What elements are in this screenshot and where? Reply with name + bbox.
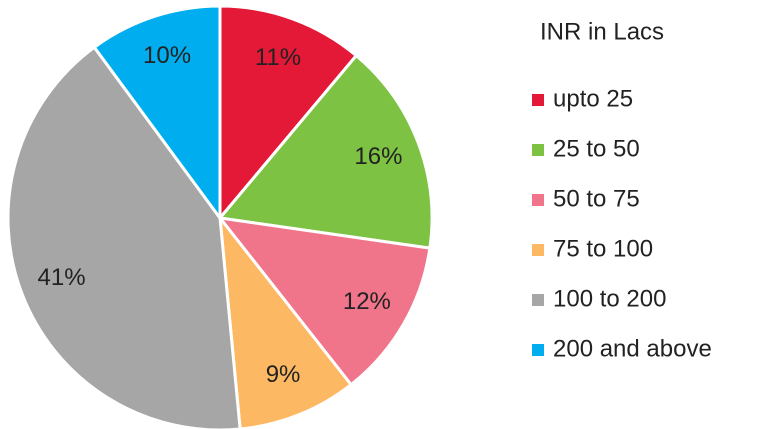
legend-swatch <box>532 144 544 156</box>
legend-swatch <box>532 294 544 306</box>
data-label: 12% <box>343 288 391 315</box>
pie-slice <box>6 45 242 429</box>
pie-slice <box>217 53 434 250</box>
legend-swatch <box>532 94 544 106</box>
data-label: 11% <box>255 44 301 71</box>
legend-swatch <box>532 344 544 356</box>
pie-slice <box>218 4 359 223</box>
pie-slice <box>216 215 432 387</box>
data-label: 9% <box>266 361 301 388</box>
data-label: 41% <box>38 264 86 291</box>
legend-label: 75 to 100 <box>553 235 653 262</box>
data-label: 16% <box>354 143 402 170</box>
legend-label: 50 to 75 <box>553 185 640 212</box>
legend-swatch <box>532 194 544 206</box>
data-label: 10% <box>143 42 191 69</box>
legend-title: INR in Lacs <box>540 18 664 45</box>
legend-swatch <box>532 244 544 256</box>
legend-label: 25 to 50 <box>553 135 640 162</box>
pie-slice <box>92 4 222 223</box>
legend-label: 200 and above <box>553 335 712 362</box>
legend-label: 100 to 200 <box>553 285 666 312</box>
legend-label: upto 25 <box>553 85 633 112</box>
